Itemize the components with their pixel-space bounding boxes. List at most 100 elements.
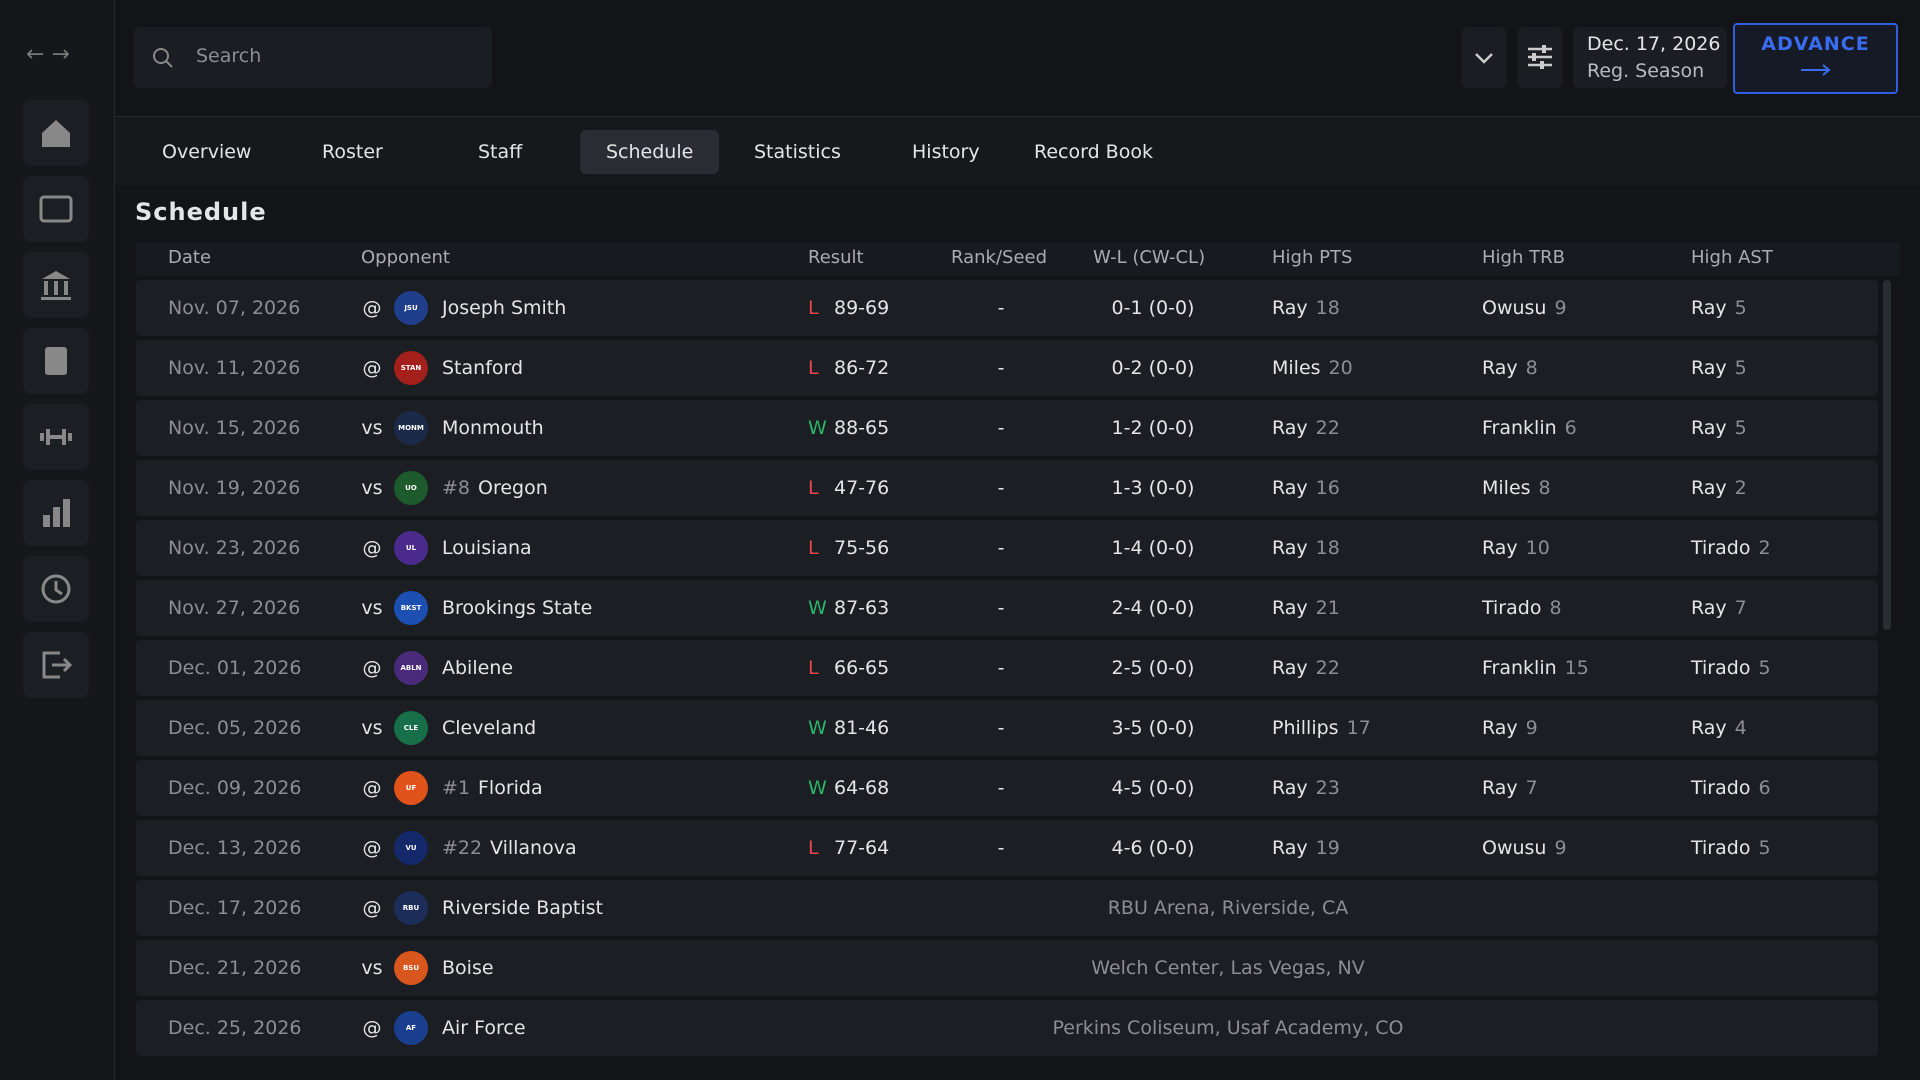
score: 86-72	[834, 357, 890, 379]
schedule-row[interactable]: Nov. 23, 2026 @ UL Louisiana L 75-56-1-4 (0-0…	[136, 520, 1878, 576]
record: 1-2 (0-0)	[1111, 417, 1195, 439]
record: 2-5 (0-0)	[1111, 657, 1195, 679]
opponent-name: Joseph Smith	[442, 297, 567, 319]
high-trb: Owusu 9	[1482, 280, 1567, 336]
team-logo: MONM	[394, 411, 428, 445]
high-ast: Ray 4	[1691, 700, 1747, 756]
column-header: High PTS	[1272, 247, 1353, 268]
tab[interactable]: Overview	[162, 141, 252, 163]
playbook-icon[interactable]	[23, 328, 89, 394]
search-icon	[153, 48, 173, 68]
schedule-row[interactable]: Nov. 15, 2026 vs MONM Monmouth W 88-65-1-2 (0…	[136, 400, 1878, 456]
record: 1-4 (0-0)	[1111, 537, 1195, 559]
schedule-row[interactable]: Nov. 27, 2026 vs BKST Brookings State W 87-63…	[136, 580, 1878, 636]
stat-value: 2	[1734, 477, 1747, 499]
player-name: Ray	[1482, 777, 1518, 799]
tab[interactable]: Record Book	[1034, 141, 1153, 163]
player-name: Ray	[1482, 357, 1518, 379]
schedule-row[interactable]: Dec. 09, 2026 @ UF #1 Florida W 64-68-4-5 (0-0…	[136, 760, 1878, 816]
high-trb: Ray 7	[1482, 760, 1538, 816]
game-date: Nov. 19, 2026	[168, 477, 301, 499]
opponent-name: Brookings State	[442, 597, 593, 619]
training-icon[interactable]	[23, 404, 89, 470]
team-logo: JSU	[394, 291, 428, 325]
stat-value: 19	[1315, 837, 1340, 859]
game-date: Dec. 01, 2026	[168, 657, 302, 679]
high-trb: Ray 9	[1482, 700, 1538, 756]
high-pts: Ray 18	[1272, 280, 1340, 336]
stat-value: 8	[1549, 597, 1562, 619]
opponent-rank: #1	[442, 777, 471, 799]
player-name: Franklin	[1482, 417, 1557, 439]
home-icon[interactable]	[23, 100, 89, 166]
player-name: Ray	[1482, 717, 1518, 739]
tab[interactable]: Statistics	[754, 141, 841, 163]
schedule-row[interactable]: Dec. 21, 2026 vs BSU Boise Welch Center, Las…	[136, 940, 1878, 996]
search-placeholder: Search	[196, 45, 262, 67]
schedule-row[interactable]: Dec. 17, 2026 @ RBU Riverside Baptist RBU Ar…	[136, 880, 1878, 936]
schedule-row[interactable]: Nov. 11, 2026 @ STAN Stanford L 86-72-0-2 (0-…	[136, 340, 1878, 396]
team-logo: UO	[394, 471, 428, 505]
stats-icon[interactable]	[23, 480, 89, 546]
nav-arrows[interactable]: ← →	[26, 42, 70, 67]
game-date: Dec. 17, 2026	[168, 897, 302, 919]
game-outcome: W	[808, 597, 827, 619]
player-name: Phillips	[1272, 717, 1339, 739]
schedule-row[interactable]: Dec. 13, 2026 @ VU #22 Villanova L 77-64-4-6 (…	[136, 820, 1878, 876]
stat-value: 23	[1315, 777, 1340, 799]
score: 77-64	[834, 837, 890, 859]
search-box[interactable]: Search	[134, 27, 492, 88]
schedule-row[interactable]: Dec. 25, 2026 @ AF Air Force Perkins Coliseu…	[136, 1000, 1878, 1056]
player-name: Miles	[1482, 477, 1531, 499]
schedule-row[interactable]: Nov. 19, 2026 vs UO #8 Oregon L 47-76-1-3 (0-0…	[136, 460, 1878, 516]
opponent-name: Villanova	[490, 837, 577, 859]
exit-icon[interactable]	[23, 632, 89, 698]
game-outcome: L	[808, 297, 819, 319]
settings-button[interactable]	[1518, 27, 1562, 88]
record: 2-4 (0-0)	[1111, 597, 1195, 619]
record: 3-5 (0-0)	[1111, 717, 1195, 739]
top-bar	[115, 0, 1920, 117]
tab[interactable]: Roster	[322, 141, 383, 163]
rank-seed: -	[997, 417, 1005, 439]
player-name: Tirado	[1482, 597, 1542, 619]
history-icon[interactable]	[23, 556, 89, 622]
score: 81-46	[834, 717, 890, 739]
record: 0-1 (0-0)	[1111, 297, 1195, 319]
game-date: Nov. 15, 2026	[168, 417, 301, 439]
high-trb: Franklin 15	[1482, 640, 1589, 696]
schedule-row[interactable]: Dec. 05, 2026 vs CLE Cleveland W 81-46-3-5 (0…	[136, 700, 1878, 756]
high-pts: Ray 23	[1272, 760, 1340, 816]
schedule-row[interactable]: Dec. 01, 2026 @ ABLN Abilene L 66-65-2-5 (0-0…	[136, 640, 1878, 696]
tab[interactable]: Schedule	[580, 130, 720, 174]
schedule-row[interactable]: Nov. 07, 2026 @ JSU Joseph Smith L 89-69-0-1 …	[136, 280, 1878, 336]
stat-value: 5	[1758, 657, 1771, 679]
record: 0-2 (0-0)	[1111, 357, 1195, 379]
opponent-rank: #22	[442, 837, 483, 859]
stat-value: 20	[1328, 357, 1353, 379]
tab[interactable]: History	[912, 141, 980, 163]
current-date: Dec. 17, 2026	[1587, 33, 1721, 55]
game-date: Nov. 23, 2026	[168, 537, 301, 559]
player-name: Tirado	[1691, 777, 1751, 799]
team-icon[interactable]	[23, 252, 89, 318]
stat-value: 22	[1315, 417, 1340, 439]
advance-button[interactable]: ADVANCE	[1733, 23, 1898, 94]
venue: Perkins Coliseum, Usaf Academy, CO	[1052, 1017, 1404, 1039]
game-outcome: L	[808, 537, 819, 559]
stat-value: 6	[1564, 417, 1577, 439]
record: 4-6 (0-0)	[1111, 837, 1195, 859]
high-ast: Tirado 5	[1691, 640, 1771, 696]
tab[interactable]: Staff	[478, 141, 523, 163]
player-name: Miles	[1272, 357, 1321, 379]
stat-value: 9	[1554, 837, 1567, 859]
opponent-name: Cleveland	[442, 717, 537, 739]
dropdown-button[interactable]	[1462, 27, 1506, 88]
player-name: Franklin	[1482, 657, 1557, 679]
player-name: Ray	[1272, 297, 1308, 319]
stat-value: 4	[1734, 717, 1747, 739]
news-icon[interactable]	[23, 176, 89, 242]
high-ast: Ray 5	[1691, 340, 1747, 396]
column-header: Result	[808, 247, 864, 268]
